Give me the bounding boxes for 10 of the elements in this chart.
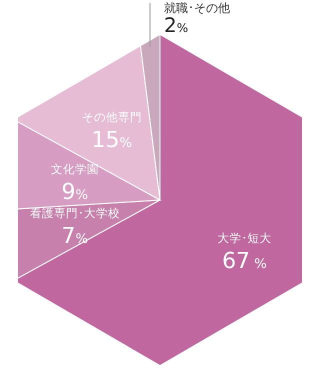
data-label: 15% <box>92 128 132 154</box>
data-label: 67 % <box>222 248 267 274</box>
slice-label: 文化学園 <box>50 162 99 176</box>
slice-label: 看護専門･大学校 <box>30 206 120 220</box>
data-label: 7% <box>62 224 88 249</box>
slice-label: その他専門 <box>82 110 142 124</box>
slice-label: 就職･その他 <box>164 1 230 15</box>
data-label: 2% <box>164 13 188 37</box>
data-label: 9% <box>62 180 88 205</box>
slice-label: 大学･短大 <box>217 230 272 245</box>
